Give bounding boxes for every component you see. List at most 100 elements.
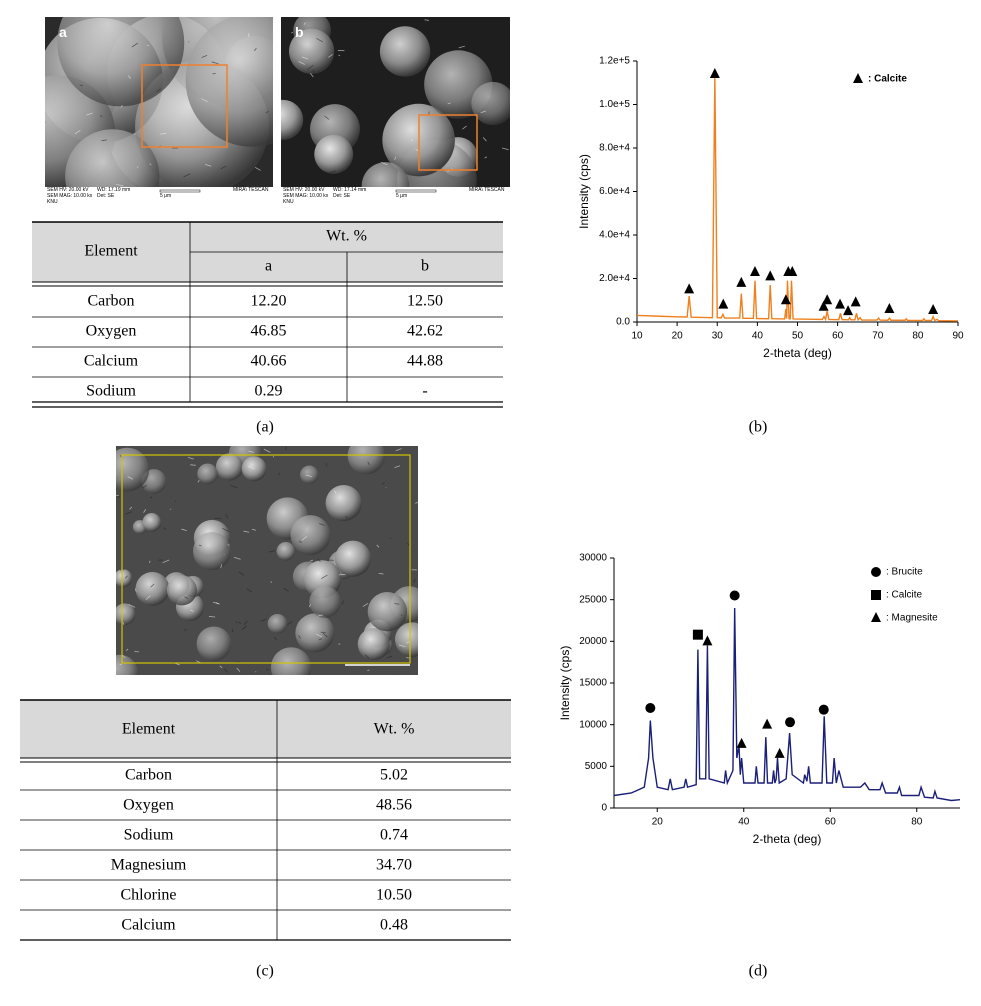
sem-texture xyxy=(220,165,227,170)
marker xyxy=(785,717,796,728)
sem-texture xyxy=(125,648,129,652)
table-cell: - xyxy=(422,383,427,400)
sem-texture xyxy=(183,629,188,631)
sem-texture xyxy=(127,476,133,480)
footer-text: WD: 17.14 mm xyxy=(333,187,366,193)
sem-texture xyxy=(79,84,83,87)
sem-texture xyxy=(254,167,261,171)
x-tick-label: 80 xyxy=(911,817,923,828)
x-tick-label: 20 xyxy=(652,817,664,828)
table-cell: Carbon xyxy=(125,767,172,784)
sem-texture xyxy=(396,674,398,675)
y-tick-label: 8.0e+4 xyxy=(599,143,630,154)
table-cell: Magnesium xyxy=(111,857,187,874)
table-cell: Calcium xyxy=(84,353,139,370)
sem-texture xyxy=(174,500,177,502)
y-tick-label: 5000 xyxy=(585,761,608,772)
sem-texture xyxy=(238,621,242,624)
sem-texture xyxy=(99,115,103,118)
sem-particle xyxy=(334,540,372,577)
x-axis-label: 2-theta (deg) xyxy=(763,346,832,360)
marker xyxy=(736,737,747,748)
sem-texture xyxy=(395,448,402,452)
sem-texture xyxy=(134,588,137,592)
sem-texture xyxy=(131,42,138,48)
sem-texture xyxy=(501,147,509,151)
sem-image xyxy=(116,446,418,675)
caption: (b) xyxy=(749,419,768,436)
sem-texture xyxy=(190,464,196,466)
sem-texture xyxy=(120,105,123,108)
table-cell: 40.66 xyxy=(251,353,287,370)
sem-particle xyxy=(471,81,510,126)
sem-texture xyxy=(187,456,194,460)
sem-texture xyxy=(45,121,46,123)
sem-particle xyxy=(347,446,386,475)
sem-texture xyxy=(317,614,323,617)
marker xyxy=(928,304,939,315)
sem-particle xyxy=(135,571,170,606)
footer-text: MIRA\ TESCAN xyxy=(469,187,505,193)
y-tick-label: 6.0e+4 xyxy=(599,186,630,197)
caption: (a) xyxy=(256,419,274,436)
x-tick-label: 40 xyxy=(738,817,750,828)
x-axis-label: 2-theta (deg) xyxy=(753,832,822,846)
image-label: a xyxy=(59,24,67,40)
sem-texture xyxy=(181,528,187,532)
sem-texture xyxy=(345,516,348,519)
sem-texture xyxy=(225,514,228,519)
sem-texture xyxy=(219,665,223,669)
table-header: Wt. % xyxy=(326,228,367,245)
sem-texture xyxy=(222,527,230,532)
sem-texture xyxy=(241,185,247,187)
sem-texture xyxy=(364,654,370,659)
sem-texture xyxy=(338,54,341,57)
sem-texture xyxy=(156,88,162,93)
sem-texture xyxy=(149,560,151,563)
x-tick-label: 60 xyxy=(825,817,837,828)
sem-texture xyxy=(86,112,93,116)
table-cell: 0.29 xyxy=(255,383,283,400)
sem-particle xyxy=(197,463,219,485)
sem-texture xyxy=(367,461,370,465)
legend-label: : Magnesite xyxy=(886,613,938,624)
sem-texture xyxy=(149,163,152,166)
sem-texture xyxy=(375,83,381,86)
sem-texture xyxy=(236,667,241,672)
scale-bar xyxy=(395,189,437,193)
y-tick-label: 4.0e+4 xyxy=(599,230,630,241)
y-tick-label: 10000 xyxy=(579,719,607,730)
sem-texture xyxy=(142,484,148,489)
x-tick-label: 90 xyxy=(952,331,964,342)
sem-texture xyxy=(310,73,314,78)
sem-texture xyxy=(298,635,301,639)
sem-particle xyxy=(215,453,244,481)
scale-bar xyxy=(159,189,201,193)
sem-texture xyxy=(233,556,241,560)
y-tick-label: 1.0e+5 xyxy=(599,99,630,110)
marker xyxy=(843,305,854,316)
sem-particle xyxy=(192,532,232,571)
sem-texture xyxy=(484,156,488,159)
sem-texture xyxy=(415,501,418,504)
sem-texture xyxy=(143,509,147,513)
sem-texture xyxy=(230,485,238,489)
sem-texture xyxy=(317,558,321,562)
table-cell: 46.85 xyxy=(251,323,287,340)
legend-symbol xyxy=(871,612,881,622)
sem-texture xyxy=(128,603,136,608)
marker xyxy=(818,300,829,311)
sem-particle xyxy=(394,622,418,657)
table-cell: Oxygen xyxy=(123,797,174,814)
image-footer xyxy=(45,187,273,210)
sem-texture xyxy=(394,465,401,468)
sem-image xyxy=(45,17,273,187)
sem-particle xyxy=(290,515,331,556)
x-tick-label: 10 xyxy=(631,331,643,342)
table-header: Element xyxy=(84,243,138,260)
footer-text: WD: 17.19 mm xyxy=(97,187,130,193)
marker xyxy=(645,703,656,713)
marker xyxy=(765,270,776,281)
sem-texture xyxy=(101,139,108,142)
